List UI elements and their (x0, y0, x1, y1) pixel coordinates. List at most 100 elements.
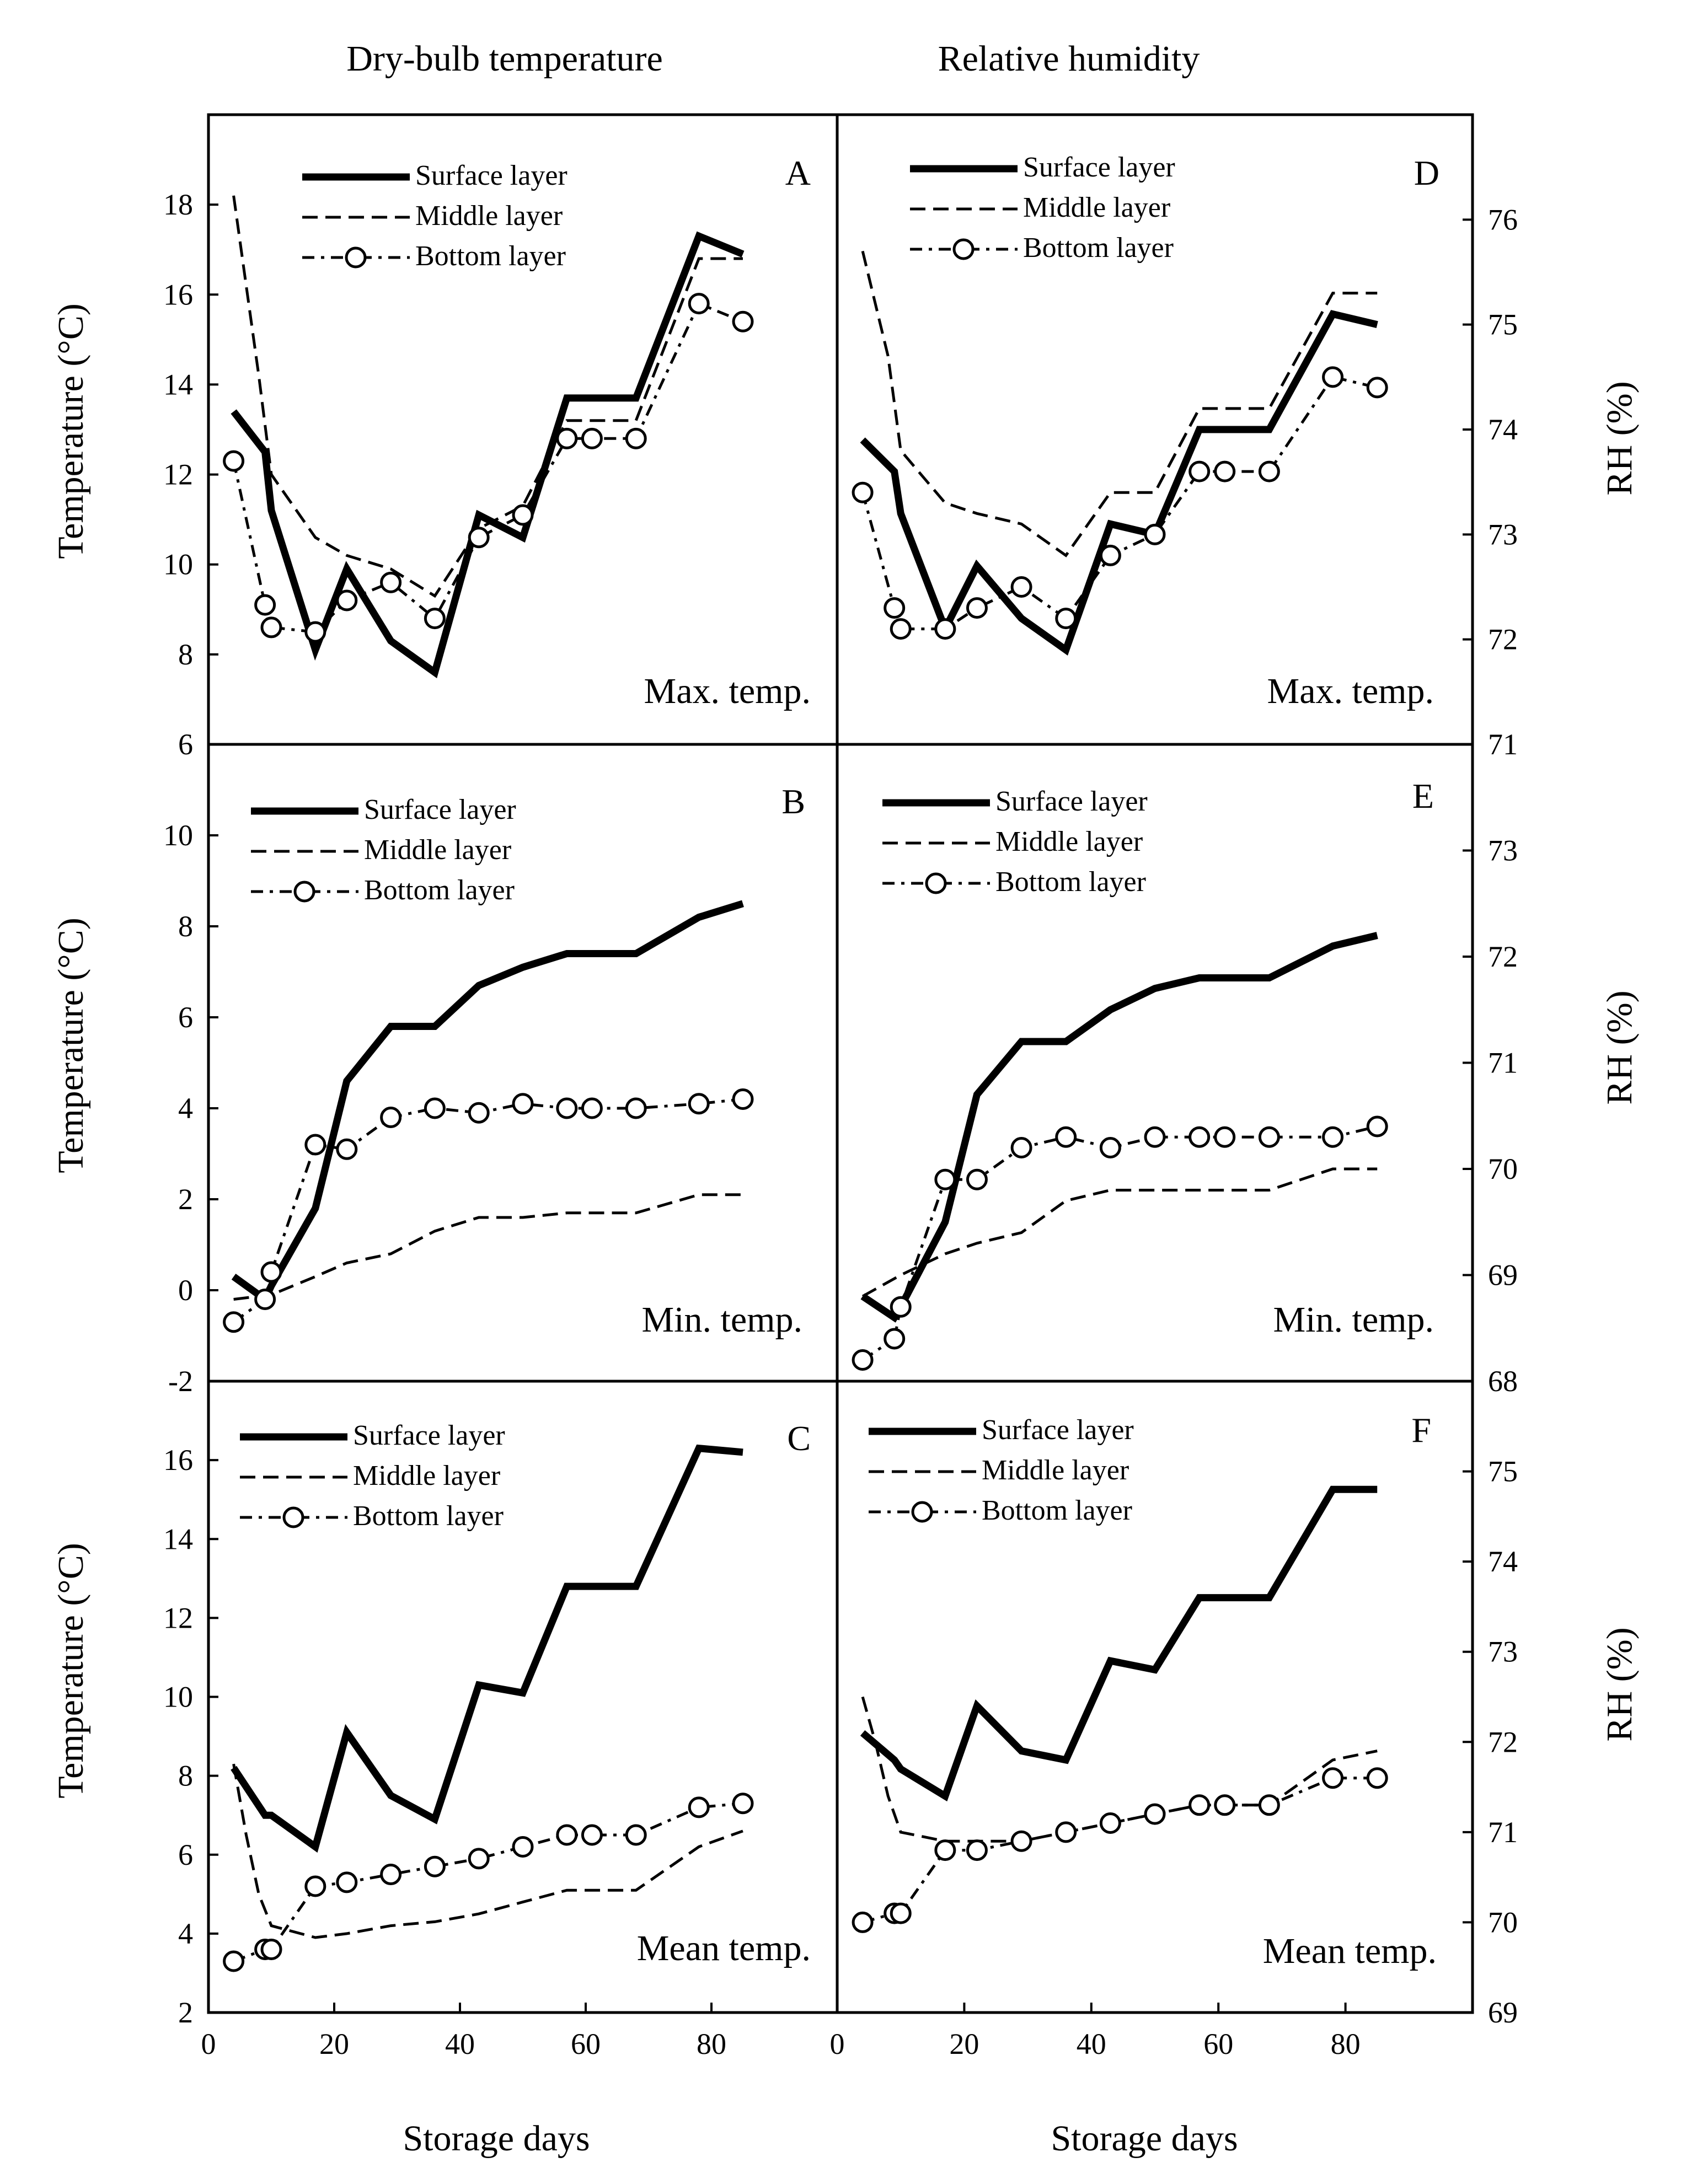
legend-label: Surface layer (1023, 152, 1175, 183)
legend-marker (345, 246, 367, 269)
y-axis-label-rh-top: RH (%) (1599, 381, 1640, 495)
data-point-bottom-layer (260, 1939, 282, 1960)
data-point-bottom-layer (1189, 1126, 1211, 1148)
data-point-bottom-layer (1055, 1821, 1077, 1843)
y-tick-label: 8 (178, 638, 193, 671)
data-point-bottom-layer (1144, 1126, 1166, 1148)
panel-letter: E (1412, 776, 1434, 815)
data-point-bottom-layer (934, 618, 956, 640)
data-point-bottom-layer (512, 1836, 534, 1858)
data-point-bottom-layer (254, 1289, 276, 1310)
data-point-bottom-layer (1322, 1126, 1344, 1148)
data-point-bottom-layer (1189, 1794, 1211, 1816)
y-axis-label-temperature-top: Temperature (°C) (51, 303, 91, 559)
data-point-bottom-layer (852, 1349, 874, 1371)
data-point-bottom-layer (934, 1839, 956, 1861)
data-point-bottom-layer (625, 1824, 647, 1846)
y-axis-label-rh-middle: RH (%) (1599, 990, 1640, 1104)
data-point-bottom-layer (336, 1871, 358, 1893)
x-tick-label: 60 (571, 2027, 601, 2060)
x-tick-label: 60 (1203, 2027, 1233, 2060)
column-title-relative-humidity: Relative humidity (938, 39, 1200, 79)
panel-subtitle: Max. temp. (1267, 671, 1434, 711)
data-point-bottom-layer (380, 1107, 402, 1128)
panel-subtitle: Max. temp. (644, 671, 811, 711)
x-tick-label: 80 (1331, 2027, 1361, 2060)
legend-marker (911, 1501, 933, 1523)
y-tick-label: 72 (1488, 623, 1518, 656)
data-point-bottom-layer (304, 621, 326, 643)
y-tick-label: 68 (1488, 1365, 1518, 1398)
legend-label: Middle layer (1023, 192, 1170, 223)
y-tick-label: 10 (163, 819, 193, 852)
y-tick-label: 2 (178, 1183, 193, 1216)
panel-subtitle: Min. temp. (642, 1300, 803, 1340)
data-point-bottom-layer (556, 427, 578, 449)
y-tick-label: 16 (163, 1444, 193, 1477)
y-tick-label: 2 (178, 1996, 193, 2029)
x-axis-label-right: Storage days (1051, 2118, 1238, 2159)
data-point-bottom-layer (625, 427, 647, 449)
data-point-bottom-layer (1189, 460, 1211, 482)
data-point-bottom-layer (1258, 460, 1280, 482)
data-point-bottom-layer (1010, 1137, 1032, 1158)
legend-label: Middle layer (995, 826, 1143, 857)
data-point-bottom-layer (581, 427, 603, 449)
data-point-bottom-layer (223, 1311, 245, 1333)
data-point-bottom-layer (1322, 1767, 1344, 1789)
y-tick-label: 4 (178, 1917, 193, 1950)
data-point-bottom-layer (884, 1328, 906, 1350)
y-tick-label: 76 (1488, 203, 1518, 236)
data-point-bottom-layer (223, 1950, 245, 1972)
data-point-bottom-layer (260, 1261, 282, 1283)
data-point-bottom-layer (1055, 1126, 1077, 1148)
y-axis-label-temperature-bottom: Temperature (°C) (51, 1543, 91, 1798)
legend-label: Surface layer (415, 160, 568, 191)
data-point-bottom-layer (1010, 1830, 1032, 1852)
data-point-bottom-layer (512, 504, 534, 526)
y-tick-label: -2 (168, 1365, 193, 1398)
y-tick-label: 16 (163, 278, 193, 311)
x-tick-label: 20 (319, 2027, 349, 2060)
data-point-bottom-layer (468, 1848, 490, 1870)
data-point-bottom-layer (1099, 1812, 1121, 1834)
y-tick-label: 70 (1488, 1152, 1518, 1185)
series-line-middle-layer (232, 195, 743, 598)
panel-letter: F (1411, 1410, 1431, 1450)
panel-subtitle: Mean temp. (1263, 1931, 1437, 1971)
data-point-bottom-layer (1099, 1137, 1121, 1158)
legend-label: Bottom layer (1023, 232, 1174, 264)
data-point-bottom-layer (688, 1093, 710, 1115)
series-line-surface-layer (231, 231, 745, 679)
legend-marker (925, 872, 947, 894)
data-point-bottom-layer (1055, 608, 1077, 630)
series-line-middle-layer (861, 1696, 1378, 1843)
data-point-bottom-layer (884, 597, 906, 619)
legend-marker (293, 881, 315, 903)
data-point-bottom-layer (424, 608, 446, 630)
y-tick-label: 72 (1488, 1725, 1518, 1758)
y-tick-label: 8 (178, 1759, 193, 1793)
data-point-bottom-layer (254, 594, 276, 616)
y-tick-label: 74 (1488, 413, 1518, 446)
y-tick-label: 10 (163, 1681, 193, 1714)
y-tick-label: 73 (1488, 518, 1518, 551)
series-line-surface-layer (231, 900, 744, 1305)
y-tick-label: 73 (1488, 834, 1518, 867)
data-point-bottom-layer (1258, 1126, 1280, 1148)
legend-label: Bottom layer (353, 1500, 504, 1532)
y-tick-label: 18 (163, 188, 193, 221)
data-point-bottom-layer (732, 1088, 754, 1110)
panel-a: 6 8 10 12 14 16 18 Surface layer Middle layer Bot… (163, 113, 839, 761)
data-point-bottom-layer (966, 1839, 988, 1861)
data-point-bottom-layer (1010, 576, 1032, 598)
series-line-middle-layer (232, 1763, 743, 1939)
y-tick-label: 12 (163, 458, 193, 491)
data-point-bottom-layer (1214, 1794, 1236, 1816)
data-point-bottom-layer (934, 1168, 956, 1190)
series-line-surface-layer (860, 310, 1378, 656)
y-tick-label: 71 (1488, 1816, 1518, 1849)
panel-c: 2 4 6 8 10 12 14 16 0 20 40 60 80 Surface layer Middle… (163, 1380, 839, 2060)
